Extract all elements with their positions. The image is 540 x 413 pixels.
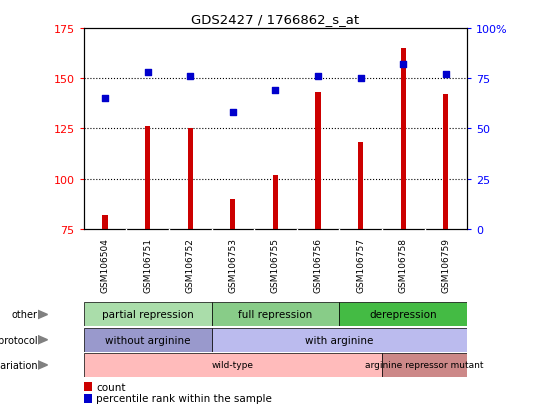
Bar	[84, 353, 382, 377]
Text: percentile rank within the sample: percentile rank within the sample	[96, 393, 272, 404]
Title: GDS2427 / 1766862_s_at: GDS2427 / 1766862_s_at	[191, 13, 360, 26]
Bar	[187, 129, 193, 229]
Bar	[315, 93, 321, 229]
Bar	[84, 303, 212, 327]
Bar	[103, 215, 107, 229]
Text: arginine repressor mutant: arginine repressor mutant	[365, 361, 484, 370]
Text: GSM106751: GSM106751	[143, 238, 152, 293]
Text: wild-type: wild-type	[212, 361, 254, 370]
Point	[100, 96, 109, 102]
Polygon shape	[38, 311, 48, 319]
Bar	[382, 353, 467, 377]
Point	[186, 74, 194, 80]
Point	[442, 72, 450, 78]
Bar	[145, 127, 150, 229]
Text: other: other	[12, 310, 38, 320]
Bar	[212, 328, 467, 352]
Text: GSM106504: GSM106504	[100, 238, 110, 293]
Text: GSM106756: GSM106756	[314, 238, 322, 293]
Text: derepression: derepression	[369, 310, 437, 320]
Text: without arginine: without arginine	[105, 335, 191, 345]
Text: GSM106752: GSM106752	[186, 238, 195, 293]
Point	[143, 70, 152, 76]
Point	[356, 76, 365, 82]
Bar	[358, 143, 363, 229]
Point	[271, 88, 280, 94]
Bar	[443, 95, 448, 229]
Bar	[230, 199, 235, 229]
Text: count: count	[96, 382, 126, 392]
Text: genotype/variation: genotype/variation	[0, 360, 38, 370]
Bar	[212, 303, 339, 327]
Polygon shape	[38, 336, 48, 344]
Bar	[273, 175, 278, 229]
Text: GSM106753: GSM106753	[228, 238, 237, 293]
Text: growth protocol: growth protocol	[0, 335, 38, 345]
Polygon shape	[38, 361, 48, 369]
Bar	[401, 49, 406, 229]
Text: GSM106758: GSM106758	[399, 238, 408, 293]
Text: partial repression: partial repression	[102, 310, 193, 320]
Bar	[339, 303, 467, 327]
Text: GSM106757: GSM106757	[356, 238, 365, 293]
Point	[314, 74, 322, 80]
Text: full repression: full repression	[238, 310, 313, 320]
Bar	[84, 394, 92, 403]
Bar	[84, 382, 92, 391]
Bar	[84, 328, 212, 352]
Text: GSM106755: GSM106755	[271, 238, 280, 293]
Text: GSM106759: GSM106759	[441, 238, 450, 293]
Text: with arginine: with arginine	[305, 335, 374, 345]
Point	[228, 110, 237, 116]
Point	[399, 62, 408, 68]
